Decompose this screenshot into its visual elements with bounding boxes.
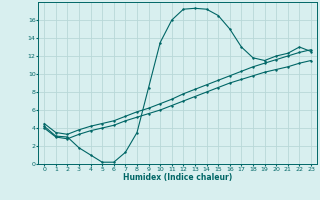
X-axis label: Humidex (Indice chaleur): Humidex (Indice chaleur) [123, 173, 232, 182]
